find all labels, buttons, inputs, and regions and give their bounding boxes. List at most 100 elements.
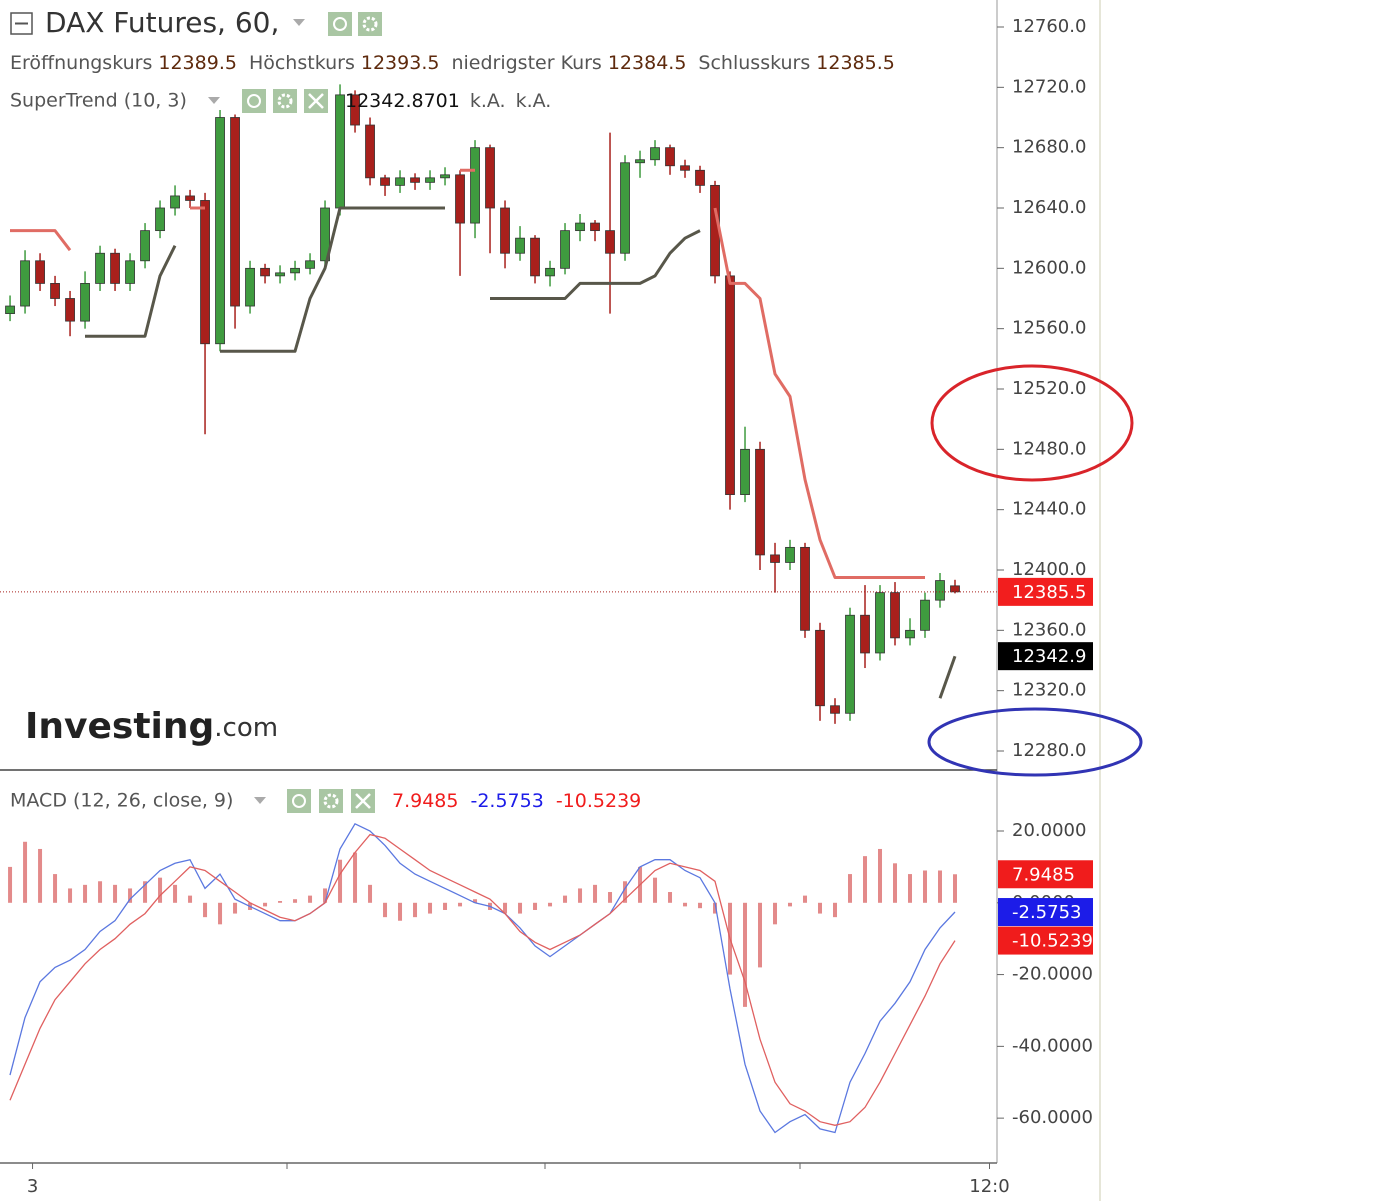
settings-button[interactable] xyxy=(273,89,297,113)
histogram-bar xyxy=(578,888,583,903)
last-value-label: 7.9485 xyxy=(1012,864,1075,885)
histogram-bar xyxy=(938,870,943,903)
histogram-bar xyxy=(398,902,403,921)
histogram-bar xyxy=(428,902,433,914)
candle-body xyxy=(350,94,360,126)
macd-line-value: -2.5753 xyxy=(470,790,543,812)
candle-body xyxy=(290,267,300,274)
histogram-bar xyxy=(818,902,823,914)
candle-body xyxy=(395,177,405,186)
candle-body xyxy=(920,599,930,631)
histogram-bar xyxy=(98,881,103,903)
annotation-ellipse xyxy=(930,364,1134,482)
histogram-bar xyxy=(878,848,883,903)
candle-body xyxy=(755,448,765,556)
y-tick-label: 12760.0 xyxy=(1012,16,1086,37)
y-tick-label: 12560.0 xyxy=(1012,318,1086,339)
histogram-bar xyxy=(338,859,343,903)
candle-body xyxy=(890,592,900,639)
histogram-bar xyxy=(278,901,283,903)
candle-body xyxy=(500,207,510,254)
histogram-bar xyxy=(173,884,178,903)
candle-body xyxy=(695,169,705,186)
candle-body xyxy=(635,159,645,164)
candle-body xyxy=(455,174,465,224)
histogram-bar xyxy=(803,895,808,903)
candle-body xyxy=(785,546,795,563)
histogram-bar xyxy=(518,902,523,914)
candle-body xyxy=(440,174,450,179)
candle-body xyxy=(485,147,495,209)
candle-body xyxy=(935,580,945,601)
candle-body xyxy=(275,272,285,277)
dropdown-caret[interactable] xyxy=(208,97,220,104)
histogram-bar xyxy=(323,888,328,903)
indicator-extra: k.A. xyxy=(516,90,552,112)
candle-body xyxy=(380,177,390,186)
candle-body xyxy=(515,237,525,254)
candle-body xyxy=(230,117,240,307)
candle-body xyxy=(815,629,825,707)
eye-icon xyxy=(292,794,306,808)
candle-body xyxy=(725,275,735,495)
histogram-bar xyxy=(698,902,703,909)
visibility-button[interactable] xyxy=(328,12,352,36)
histogram-bar xyxy=(548,902,553,907)
histogram-bar xyxy=(68,888,73,903)
histogram-bar xyxy=(713,902,718,914)
histogram-bar xyxy=(683,902,688,907)
indicator-name: SuperTrend (10, 3) xyxy=(10,90,187,112)
last-value-label: 12342.9 xyxy=(1012,646,1086,667)
y-tick-label: 12720.0 xyxy=(1012,76,1086,97)
candle-body xyxy=(830,705,840,714)
y-tick-label: 12280.0 xyxy=(1012,740,1086,761)
settings-button[interactable] xyxy=(358,12,382,36)
ohlc-value: 12393.5 xyxy=(361,52,440,74)
visibility-button[interactable] xyxy=(287,789,311,813)
candle-body xyxy=(95,252,105,284)
gear-icon xyxy=(362,16,378,32)
settings-button[interactable] xyxy=(319,789,343,813)
last-value-box xyxy=(998,642,1093,671)
ohlc-value: 12385.5 xyxy=(816,52,895,74)
dropdown-caret[interactable] xyxy=(293,19,305,26)
candle-body xyxy=(575,222,585,232)
candle-body xyxy=(425,177,435,183)
value-axis: 12760.0 12720.0 12680.0 12640.0 12600.0 12560… xyxy=(27,16,1093,1197)
y-tick-label: 12320.0 xyxy=(1012,680,1086,701)
candle-body xyxy=(365,124,375,179)
candle-body xyxy=(905,629,915,639)
visibility-button[interactable] xyxy=(242,89,266,113)
gear-icon xyxy=(323,793,339,809)
histogram-bar xyxy=(743,902,748,1007)
candle-body xyxy=(35,260,45,284)
ohlc-label: niedrigster Kurs xyxy=(451,52,601,74)
last-value-label: -2.5753 xyxy=(1012,902,1081,923)
chart-title: DAX Futures, 60, xyxy=(45,6,279,39)
last-value-box xyxy=(998,898,1093,927)
x-tick-label: 3 xyxy=(27,1176,38,1197)
histogram-bar xyxy=(368,884,373,903)
watermark-suffix: .com xyxy=(214,713,278,743)
macd-line xyxy=(9,833,956,1126)
histogram-bar xyxy=(128,888,133,903)
candle-body xyxy=(20,260,30,307)
candle-body xyxy=(80,283,90,322)
gear-icon xyxy=(277,93,293,109)
x-tick-label: 12:0 xyxy=(969,1176,1009,1197)
candle-body xyxy=(665,147,675,167)
indicator-extra: k.A. xyxy=(470,90,506,112)
last-value-box xyxy=(998,926,1093,955)
y-tick-label: -60.0000 xyxy=(1012,1107,1093,1128)
ohlc-label: Schlusskurs xyxy=(698,52,810,74)
eye-icon xyxy=(333,17,347,31)
y-tick-label: 12440.0 xyxy=(1012,499,1086,520)
supertrend-line xyxy=(85,206,957,699)
histogram-bar xyxy=(143,881,148,903)
candle-body xyxy=(65,298,75,322)
histogram-bar xyxy=(863,856,868,903)
ohlc-value: 12384.5 xyxy=(608,52,687,74)
dropdown-caret[interactable] xyxy=(254,797,266,804)
histogram-bar xyxy=(758,902,763,968)
macd-line xyxy=(9,822,956,1134)
